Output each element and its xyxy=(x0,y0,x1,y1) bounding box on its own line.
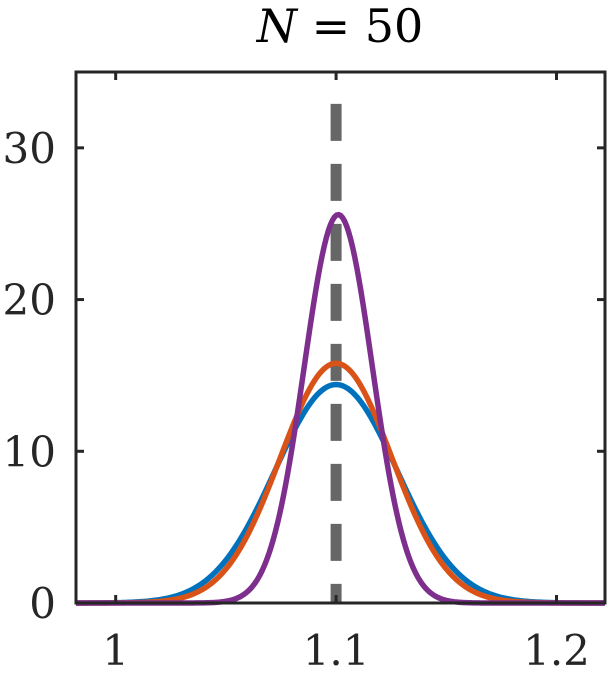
y-tick-label: 0 xyxy=(29,579,56,628)
axes-box xyxy=(74,70,607,605)
y-tick-label: 20 xyxy=(3,276,56,325)
x-tick-label: 1 xyxy=(102,626,129,673)
chart-title-value: = 50 xyxy=(297,0,423,53)
y-tick-label: 10 xyxy=(3,427,56,476)
x-tick-label: 1.1 xyxy=(303,626,370,673)
y-tick-label: 30 xyxy=(3,124,56,173)
x-tick-label: 1.2 xyxy=(523,626,590,673)
chart-title-variable: N xyxy=(256,0,299,53)
axes: 1 1.1 1.2 0 10 20 30 xyxy=(3,70,607,673)
chart-title: N = 50 xyxy=(256,0,424,53)
plot-area xyxy=(75,103,606,606)
